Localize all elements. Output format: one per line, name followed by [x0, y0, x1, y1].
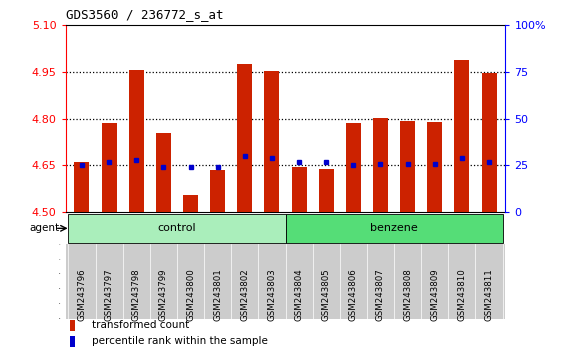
- Bar: [238, 64, 252, 212]
- Bar: [74, 162, 90, 212]
- Bar: [70, 320, 75, 331]
- Bar: [292, 167, 307, 212]
- Bar: [286, 214, 502, 243]
- Bar: [427, 122, 442, 212]
- Bar: [210, 170, 225, 212]
- Text: control: control: [158, 223, 196, 233]
- Text: percentile rank within the sample: percentile rank within the sample: [92, 336, 268, 346]
- Text: agent: agent: [30, 223, 60, 233]
- Bar: [69, 214, 286, 243]
- Bar: [102, 123, 116, 212]
- Text: benzene: benzene: [370, 223, 418, 233]
- Text: transformed count: transformed count: [92, 320, 190, 330]
- Bar: [455, 60, 469, 212]
- Bar: [319, 169, 333, 212]
- Bar: [481, 73, 497, 212]
- Bar: [70, 336, 75, 347]
- Bar: [129, 70, 144, 212]
- Bar: [156, 133, 171, 212]
- Bar: [373, 118, 388, 212]
- Bar: [264, 71, 279, 212]
- Bar: [346, 123, 361, 212]
- Bar: [183, 195, 198, 212]
- Text: GDS3560 / 236772_s_at: GDS3560 / 236772_s_at: [66, 8, 223, 21]
- Bar: [400, 121, 415, 212]
